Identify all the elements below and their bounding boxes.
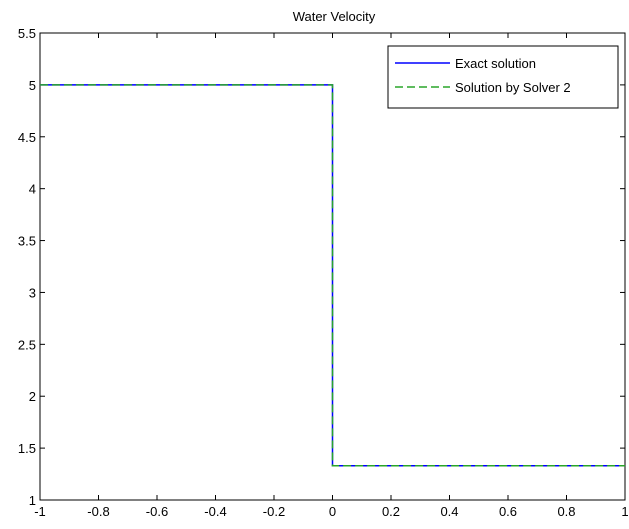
x-tick-label: -0.2 bbox=[263, 504, 285, 519]
x-tick-label: -1 bbox=[34, 504, 46, 519]
y-tick-label: 4 bbox=[29, 182, 36, 197]
x-tick-label: 0.8 bbox=[557, 504, 575, 519]
x-tick-label: 0.6 bbox=[499, 504, 517, 519]
y-tick-label: 4.5 bbox=[18, 130, 36, 145]
x-tick-label: -0.8 bbox=[87, 504, 109, 519]
legend-box bbox=[387, 45, 619, 109]
x-tick-label: 0.2 bbox=[382, 504, 400, 519]
y-axis: 1 1.5 2 2.5 3 3.5 4 4.5 5 5.5 bbox=[18, 26, 625, 508]
y-tick-label: 5.5 bbox=[18, 26, 36, 41]
y-tick-label: 2.5 bbox=[18, 337, 36, 352]
legend: Exact solution Solution by Solver 2 bbox=[387, 45, 619, 109]
legend-label-2: Solution by Solver 2 bbox=[455, 80, 571, 95]
x-axis: -1 -0.8 -0.6 -0.4 -0.2 0 0.2 0.4 0.6 0.8 1 bbox=[34, 33, 629, 519]
chart-title: Water Velocity bbox=[293, 9, 376, 24]
x-tick-label: 0.4 bbox=[440, 504, 458, 519]
x-tick-label: 0 bbox=[329, 504, 336, 519]
y-tick-label: 5 bbox=[29, 78, 36, 93]
x-tick-label: -0.4 bbox=[204, 504, 226, 519]
y-tick-label: 1 bbox=[29, 493, 36, 508]
series-layer bbox=[40, 84, 625, 467]
y-tick-label: 1.5 bbox=[18, 441, 36, 456]
y-tick-label: 3 bbox=[29, 285, 36, 300]
y-tick-label: 2 bbox=[29, 389, 36, 404]
series-line-2 bbox=[40, 84, 625, 467]
x-tick-label: 1 bbox=[621, 504, 628, 519]
x-tick-label: -0.6 bbox=[146, 504, 168, 519]
legend-label-1: Exact solution bbox=[455, 56, 536, 71]
y-tick-label: 3.5 bbox=[18, 234, 36, 249]
